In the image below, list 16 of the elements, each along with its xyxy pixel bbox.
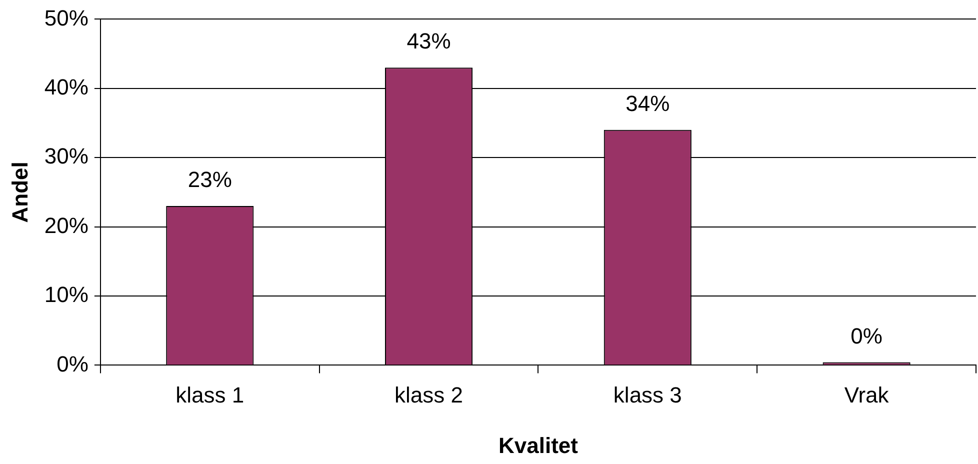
data-label: 0%: [850, 323, 882, 348]
y-tick-label: 10%: [44, 282, 88, 308]
x-tick-label: klass 2: [394, 382, 464, 408]
y-tick-label: 30%: [44, 144, 88, 169]
y-axis-title: Andel: [7, 162, 32, 223]
data-label: 23%: [188, 167, 232, 192]
y-tick-label: 50%: [44, 5, 88, 30]
data-label: 34%: [626, 90, 670, 116]
x-tick-label: klass 1: [176, 382, 244, 408]
y-tick-label: 0%: [56, 351, 88, 376]
x-tick-label: Vrak: [844, 382, 890, 408]
x-axis-title: Kvalitet: [498, 432, 579, 458]
data-label: 43%: [406, 28, 451, 54]
y-tick-label: 40%: [44, 74, 88, 100]
x-tick-label: klass 3: [613, 382, 682, 408]
y-tick-label: 20%: [44, 212, 88, 238]
